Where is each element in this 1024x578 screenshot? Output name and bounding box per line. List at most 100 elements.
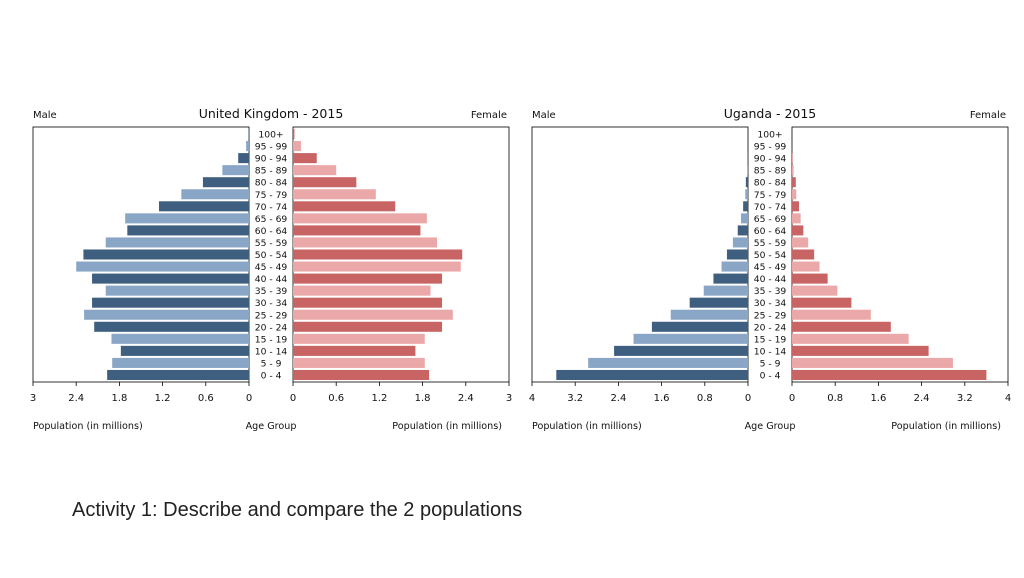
uganda-female-bar-40-44 (792, 273, 828, 284)
uganda-age-label: 90 - 94 (754, 154, 787, 165)
uk-female-bar-60-64 (293, 225, 421, 236)
uganda-female-bar-65-69 (792, 213, 801, 224)
uk-male-bar-35-39 (105, 285, 249, 296)
uganda-age-label: 40 - 44 (754, 274, 787, 285)
uganda-female-bar-85-89 (792, 165, 794, 176)
uganda-age-label: 45 - 49 (754, 262, 787, 273)
uk-age-label: 45 - 49 (255, 262, 288, 273)
uk-female-bar-50-54 (293, 249, 463, 260)
uk-x-axis-label-left: Population (in millions) (33, 421, 143, 432)
uganda-male-bar-65-69 (740, 213, 748, 224)
uk-age-label: 5 - 9 (261, 358, 282, 369)
uk-age-label: 10 - 14 (255, 346, 288, 357)
uk-female-bar-0-4 (293, 369, 430, 380)
uganda-age-label: 15 - 19 (754, 334, 787, 345)
uganda-male-bar-15-19 (633, 333, 748, 344)
uk-age-label: 55 - 59 (255, 238, 288, 249)
uk-male-bar-65-69 (125, 213, 249, 224)
uk-x-axis-label-right: Population (in millions) (392, 421, 502, 432)
uk-female-bar-15-19 (293, 333, 425, 344)
uganda-male-bar-55-59 (732, 237, 748, 248)
uganda-age-label: 75 - 79 (754, 190, 787, 201)
uganda-age-label: 80 - 84 (754, 178, 787, 189)
uk-age-label: 100+ (258, 130, 283, 141)
uk-age-label: 20 - 24 (255, 322, 288, 333)
uganda-female-bar-15-19 (792, 333, 909, 344)
uk-female-bar-75-79 (293, 189, 376, 200)
uk-chart-title: United Kingdom - 2015 (199, 106, 344, 121)
uganda-male-bar-5-9 (588, 357, 748, 368)
uganda-male-bar-30-34 (689, 297, 748, 308)
uk-age-label: 75 - 79 (255, 190, 288, 201)
uganda-female-bar-55-59 (792, 237, 809, 248)
uk-female-bar-80-84 (293, 177, 357, 188)
uk-male-bar-15-19 (111, 333, 249, 344)
uk-age-label: 65 - 69 (255, 214, 288, 225)
uganda-left-tick-label: 4 (529, 393, 535, 404)
uganda-left-tick-label: 0.8 (697, 393, 713, 404)
uk-right-tick-label: 0 (290, 393, 296, 404)
uk-female-bar-45-49 (293, 261, 461, 272)
uk-right-tick-label: 1.2 (371, 393, 387, 404)
uganda-age-label: 95 - 99 (754, 142, 787, 153)
uganda-age-label: 25 - 29 (754, 310, 787, 321)
uk-age-label: 90 - 94 (255, 154, 288, 165)
uganda-x-axis-label-left: Population (in millions) (532, 421, 642, 432)
uk-female-bar-70-74 (293, 201, 396, 212)
uganda-age-label: 55 - 59 (754, 238, 787, 249)
uk-male-bar-25-29 (84, 309, 250, 320)
uganda-male-bar-20-24 (651, 321, 748, 332)
uk-female-bar-55-59 (293, 237, 437, 248)
uganda-right-tick-label: 4 (1005, 393, 1011, 404)
uganda-age-label: 60 - 64 (754, 226, 787, 237)
uk-male-bar-75-79 (181, 189, 249, 200)
uganda-left-tick-label: 3.2 (567, 393, 583, 404)
uganda-female-bar-75-79 (792, 189, 797, 200)
uk-female-bar-65-69 (293, 213, 427, 224)
uk-age-label: 95 - 99 (255, 142, 288, 153)
uk-male-bar-50-54 (83, 249, 250, 260)
uganda-male-bar-10-14 (614, 345, 748, 356)
uk-female-bar-30-34 (293, 297, 443, 308)
uganda-left-tick-label: 1.6 (654, 393, 670, 404)
uganda-female-bar-90-94 (792, 153, 793, 164)
uk-female-bar-40-44 (293, 273, 443, 284)
uganda-male-bar-35-39 (703, 285, 748, 296)
uk-female-bar-10-14 (293, 345, 416, 356)
uganda-age-label: 20 - 24 (754, 322, 787, 333)
uk-male-bar-90-94 (238, 153, 249, 164)
uk-right-tick-label: 3 (506, 393, 512, 404)
uganda-female-bar-50-54 (792, 249, 815, 260)
uganda-female-bar-45-49 (792, 261, 820, 272)
uk-right-tick-label: 2.4 (458, 393, 474, 404)
uk-right-tick-label: 1.8 (415, 393, 431, 404)
uk-male-bar-60-64 (127, 225, 249, 236)
uganda-right-tick-label: 0 (789, 393, 795, 404)
uk-age-label: 85 - 89 (255, 166, 288, 177)
uk-female-label: Female (471, 110, 507, 121)
uganda-right-tick-label: 3.2 (957, 393, 973, 404)
uganda-age-label: 70 - 74 (754, 202, 787, 213)
uk-male-bar-5-9 (112, 357, 249, 368)
uganda-female-bar-70-74 (792, 201, 800, 212)
activity-caption: Activity 1: Describe and compare the 2 p… (72, 499, 523, 521)
uk-age-label: 80 - 84 (255, 178, 288, 189)
uganda-x-axis-label-center: Age Group (745, 421, 796, 432)
uk-left-tick-label: 0 (246, 393, 252, 404)
uk-female-bar-25-29 (293, 309, 453, 320)
uk-age-label: 35 - 39 (255, 286, 288, 297)
uganda-age-label: 100+ (757, 130, 782, 141)
uganda-left-tick-label: 0 (745, 393, 751, 404)
uk-male-bar-80-84 (202, 177, 249, 188)
uganda-female-bar-80-84 (792, 177, 796, 188)
uganda-male-bar-60-64 (737, 225, 748, 236)
uk-male-bar-40-44 (92, 273, 249, 284)
uk-age-label: 50 - 54 (255, 250, 288, 261)
uk-female-bar-5-9 (293, 357, 425, 368)
uganda-female-bar-25-29 (792, 309, 871, 320)
uk-left-tick-label: 1.2 (155, 393, 171, 404)
uk-male-bar-10-14 (120, 345, 249, 356)
uk-left-tick-label: 0.6 (198, 393, 214, 404)
uk-female-bar-35-39 (293, 285, 431, 296)
